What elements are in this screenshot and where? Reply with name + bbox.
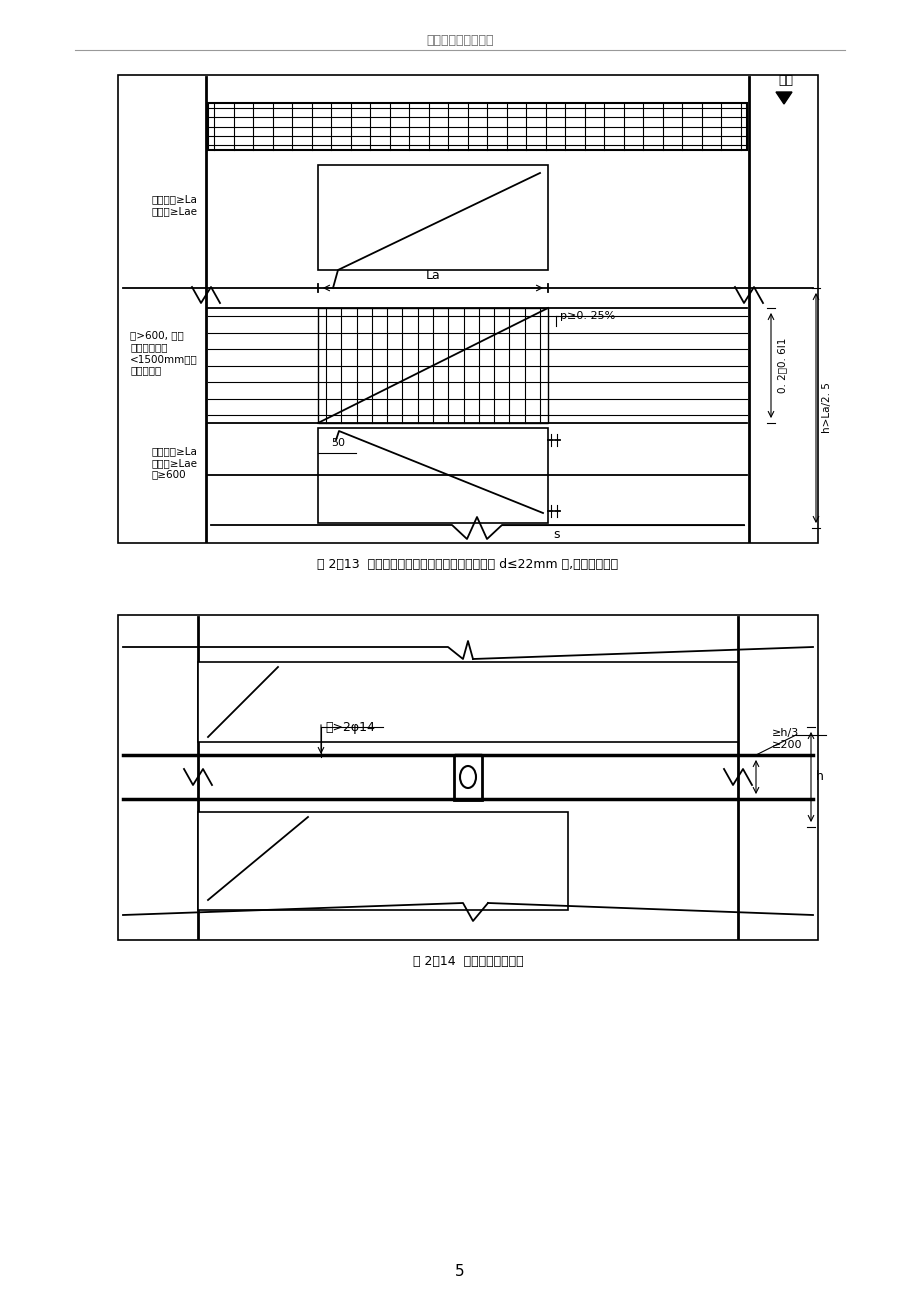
Bar <box>318 427 548 523</box>
Text: 50: 50 <box>331 438 345 448</box>
Bar <box>318 165 548 270</box>
Bar <box>198 812 567 909</box>
Text: 图 2－13  一、二级抗震等级非加强部位纵向钢筋 d≤22mm 时,钢筋搭接构造: 图 2－13 一、二级抗震等级非加强部位纵向钢筋 d≤22mm 时,钢筋搭接构造 <box>317 558 618 571</box>
Text: h: h <box>815 770 823 783</box>
Text: 5: 5 <box>455 1264 464 1280</box>
Text: s: s <box>553 529 560 542</box>
Ellipse shape <box>460 766 475 788</box>
Text: 图 2－14  剪力墙连梁的配筋: 图 2－14 剪力墙连梁的配筋 <box>413 955 523 968</box>
Text: p≥0. 25%: p≥0. 25% <box>560 311 615 321</box>
Bar <box>118 76 817 543</box>
Text: 本文档可编辑修改！: 本文档可编辑修改！ <box>425 34 494 47</box>
Text: La: La <box>425 268 440 281</box>
Text: 且>600, 此范
围内搭筋间距
<1500mm搭筋
直径同跨中: 且>600, 此范 围内搭筋间距 <1500mm搭筋 直径同跨中 <box>130 331 198 375</box>
Bar <box>118 615 817 939</box>
Text: 非抗震时≥La
抗震时≥Lae: 非抗震时≥La 抗震时≥Lae <box>152 194 198 216</box>
Polygon shape <box>775 93 791 104</box>
Text: 0. 2～0. 6l1: 0. 2～0. 6l1 <box>777 337 786 392</box>
Text: h>La/2. 5: h>La/2. 5 <box>821 383 831 434</box>
Text: 顶层: 顶层 <box>777 74 792 87</box>
Text: 各>2φ14: 各>2φ14 <box>324 721 374 734</box>
Bar <box>453 754 482 800</box>
Bar <box>318 308 548 423</box>
Text: ≥h/3
≥200: ≥h/3 ≥200 <box>771 728 801 751</box>
Text: 非抗震时≥La
抗震时≥Lae
且≥600: 非抗震时≥La 抗震时≥Lae 且≥600 <box>152 447 198 480</box>
Bar <box>208 103 746 150</box>
Bar <box>198 662 737 741</box>
